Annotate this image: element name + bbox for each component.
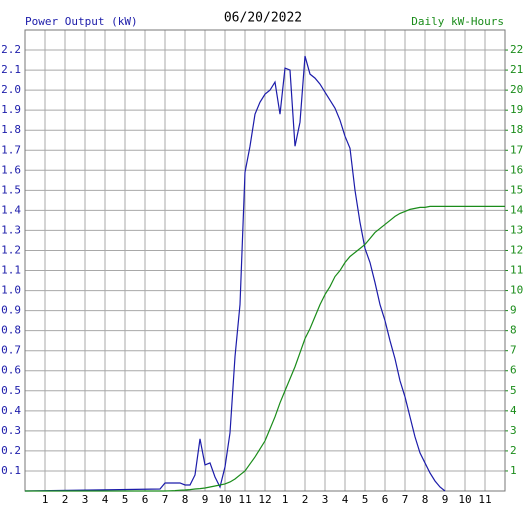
y2-tick-label: 12 (510, 243, 523, 256)
x-tick-label: 11 (478, 493, 491, 506)
x-tick-label: 8 (182, 493, 189, 506)
y-tick-label: 1.7 (1, 143, 21, 156)
y2-tick-label: 3 (510, 424, 517, 437)
x-tick-label: 3 (322, 493, 329, 506)
y-tick-label: 1.3 (1, 223, 21, 236)
y-tick-label: 0.6 (1, 364, 21, 377)
y2-axis-label: Daily kW-Hours (411, 15, 504, 28)
y-tick-label: 1.1 (1, 264, 21, 277)
y-tick-label: 0.1 (1, 464, 21, 477)
y2-tick-label: 10 (510, 284, 523, 297)
x-tick-label: 10 (458, 493, 471, 506)
x-tick-label: 7 (162, 493, 169, 506)
x-tick-label: 9 (202, 493, 209, 506)
y-tick-label: 2.2 (1, 43, 21, 56)
x-tick-label: 6 (382, 493, 389, 506)
y2-tick-label: 19 (510, 103, 523, 116)
y2-tick-label: 16 (510, 163, 523, 176)
x-tick-label: 1 (42, 493, 49, 506)
x-tick-label: 2 (62, 493, 69, 506)
x-tick-label: 4 (342, 493, 349, 506)
y-tick-label: 1.4 (1, 203, 21, 216)
y-axis-label: Power Output (kW) (25, 15, 138, 28)
y2-tick-label: 17 (510, 143, 523, 156)
y-tick-label: 0.4 (1, 404, 21, 417)
y2-tick-label: 15 (510, 183, 523, 196)
y2-tick-label: 1 (510, 464, 517, 477)
y2-tick-label: 9 (510, 304, 517, 317)
x-tick-label: 1 (282, 493, 289, 506)
x-tick-label: 9 (442, 493, 449, 506)
chart-title: 06/20/2022 (224, 11, 302, 26)
x-tick-label: 5 (362, 493, 369, 506)
x-tick-label: 2 (302, 493, 309, 506)
y-tick-label: 0.5 (1, 384, 21, 397)
y2-tick-label: 18 (510, 123, 523, 136)
y2-tick-label: 11 (510, 264, 523, 277)
x-tick-label: 11 (238, 493, 251, 506)
y-tick-label: 1.8 (1, 123, 21, 136)
y2-tick-label: 6 (510, 364, 517, 377)
x-tick-label: 5 (122, 493, 129, 506)
y2-tick-label: 13 (510, 223, 523, 236)
y2-tick-label: 5 (510, 384, 517, 397)
plot-frame (24, 29, 506, 492)
y-tick-label: 1.2 (1, 243, 21, 256)
y-tick-label: 0.3 (1, 424, 21, 437)
y-tick-label: 0.2 (1, 444, 21, 457)
y-tick-label: 0.7 (1, 344, 21, 357)
x-tick-label: 6 (142, 493, 149, 506)
x-tick-label: 7 (402, 493, 409, 506)
y2-tick-label: 8 (510, 324, 517, 337)
y2-tick-label: 2 (510, 444, 517, 457)
y-tick-label: 1.0 (1, 284, 21, 297)
y2-tick-label: 7 (510, 344, 517, 357)
y-tick-label: 2.1 (1, 63, 21, 76)
x-tick-label: 10 (218, 493, 231, 506)
y2-tick-label: 21 (510, 63, 523, 76)
x-tick-label: 8 (422, 493, 429, 506)
y-tick-label: 1.9 (1, 103, 21, 116)
series-line (24, 55, 446, 492)
y2-tick-label: 4 (510, 404, 517, 417)
x-tick-label: 3 (82, 493, 89, 506)
y2-tick-label: 14 (510, 203, 524, 216)
x-tick-label: 12 (258, 493, 271, 506)
y2-tick-label: 22 (510, 43, 523, 56)
x-tick-label: 4 (102, 493, 109, 506)
y-tick-label: 0.9 (1, 304, 21, 317)
series-line (25, 205, 505, 492)
y-tick-label: 1.5 (1, 183, 21, 196)
y2-tick-label: 20 (510, 83, 523, 96)
y-tick-label: 2.0 (1, 83, 21, 96)
y-tick-label: 0.8 (1, 324, 21, 337)
y-tick-label: 1.6 (1, 163, 21, 176)
